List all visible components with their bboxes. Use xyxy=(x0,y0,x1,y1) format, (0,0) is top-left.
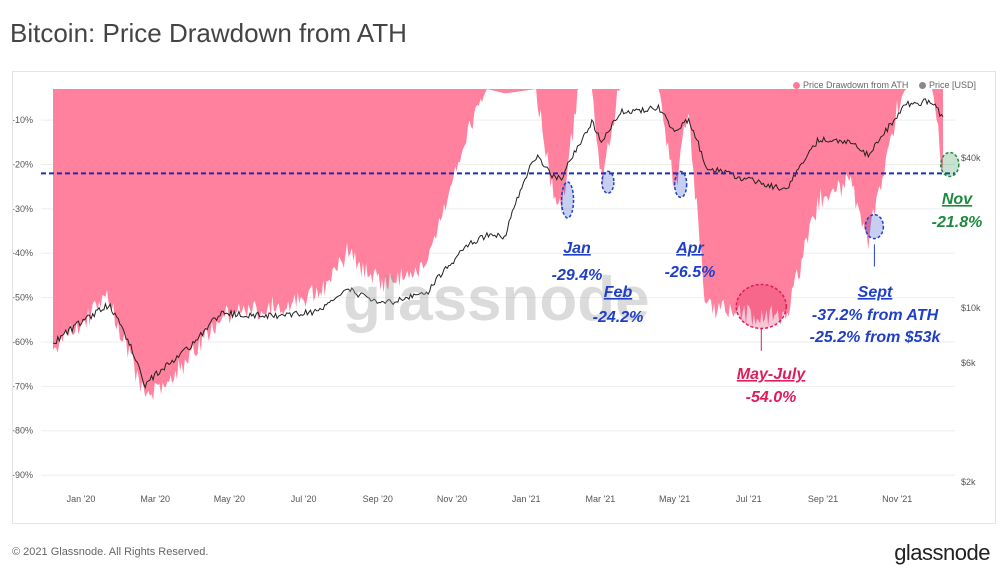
x-tick-label: Jan '21 xyxy=(512,494,541,504)
jan-highlight xyxy=(560,181,575,219)
legend-price[interactable]: Price [USD] xyxy=(919,80,976,90)
y-right-tick-label: $40k xyxy=(961,153,981,163)
y-tick-label: -60% xyxy=(13,337,33,347)
feb-value: -24.2% xyxy=(593,309,644,326)
apr-highlight xyxy=(673,170,688,199)
may-july-value: -54.0% xyxy=(746,389,797,406)
page-title: Bitcoin: Price Drawdown from ATH xyxy=(10,18,407,48)
legend-drawdown[interactable]: Price Drawdown from ATH xyxy=(793,80,908,90)
feb-label: Feb xyxy=(604,284,633,301)
y-tick-label: -80% xyxy=(13,426,33,436)
x-tick-label: Sep '20 xyxy=(363,494,393,504)
x-tick-label: Jan '20 xyxy=(67,494,96,504)
copyright-text: © 2021 Glassnode. All Rights Reserved. xyxy=(12,546,209,558)
may-july-label: May-July xyxy=(737,366,807,383)
legend-label-price: Price [USD] xyxy=(929,80,977,90)
drawdown-area xyxy=(53,89,943,401)
chart-panel: -10% -20% -30% -40% -50% -60% -70% -80% -90% Jan … xyxy=(12,71,996,524)
x-tick-label: May '20 xyxy=(214,494,245,504)
nov-value: -21.8% xyxy=(932,214,983,231)
apr-label: Apr xyxy=(675,240,704,257)
x-tick-label: Sep '21 xyxy=(808,494,838,504)
y-tick-label: -90% xyxy=(13,470,33,480)
jan-value: -29.4% xyxy=(552,267,603,284)
feb-highlight xyxy=(601,170,615,194)
sept-highlight xyxy=(864,213,885,240)
drawdown-chart: -10% -20% -30% -40% -50% -60% -70% -80% -90% Jan … xyxy=(13,89,983,504)
apr-value: -26.5% xyxy=(665,264,716,281)
price-line xyxy=(52,98,944,390)
y-tick-label: -10% xyxy=(13,115,33,125)
glassnode-logo: glassnode xyxy=(894,540,990,565)
jan-label: Jan xyxy=(563,240,591,257)
y-right-tick-label: $10k xyxy=(961,303,981,313)
y-right-tick-label: $2k xyxy=(961,477,976,487)
y-tick-label: -20% xyxy=(13,159,33,169)
y-tick-label: -70% xyxy=(13,381,33,391)
y-tick-label: -40% xyxy=(13,248,33,258)
x-tick-label: Mar '20 xyxy=(140,494,170,504)
may-july-highlight xyxy=(735,283,788,330)
legend-label-drawdown: Price Drawdown from ATH xyxy=(803,80,909,90)
x-tick-label: Mar '21 xyxy=(586,494,616,504)
legend-swatch-price xyxy=(919,82,926,90)
nov-label: Nov xyxy=(942,191,973,208)
y-right-tick-label: $6k xyxy=(961,358,976,368)
nov-highlight xyxy=(940,151,960,178)
watermark: glassnode xyxy=(343,265,650,334)
x-tick-label: Jul '20 xyxy=(291,494,317,504)
x-tick-label: Jul '21 xyxy=(736,494,762,504)
y-tick-label: -50% xyxy=(13,293,33,303)
y-tick-label: -30% xyxy=(13,204,33,214)
x-tick-label: May '21 xyxy=(659,494,690,504)
sept-label: Sept xyxy=(858,284,893,301)
x-tick-label: Nov '21 xyxy=(882,494,912,504)
x-tick-label: Nov '20 xyxy=(437,494,467,504)
sept-value: -37.2% from ATH xyxy=(812,307,939,324)
legend-swatch-drawdown xyxy=(793,82,800,90)
sept-value2: -25.2% from $53k xyxy=(810,329,942,346)
